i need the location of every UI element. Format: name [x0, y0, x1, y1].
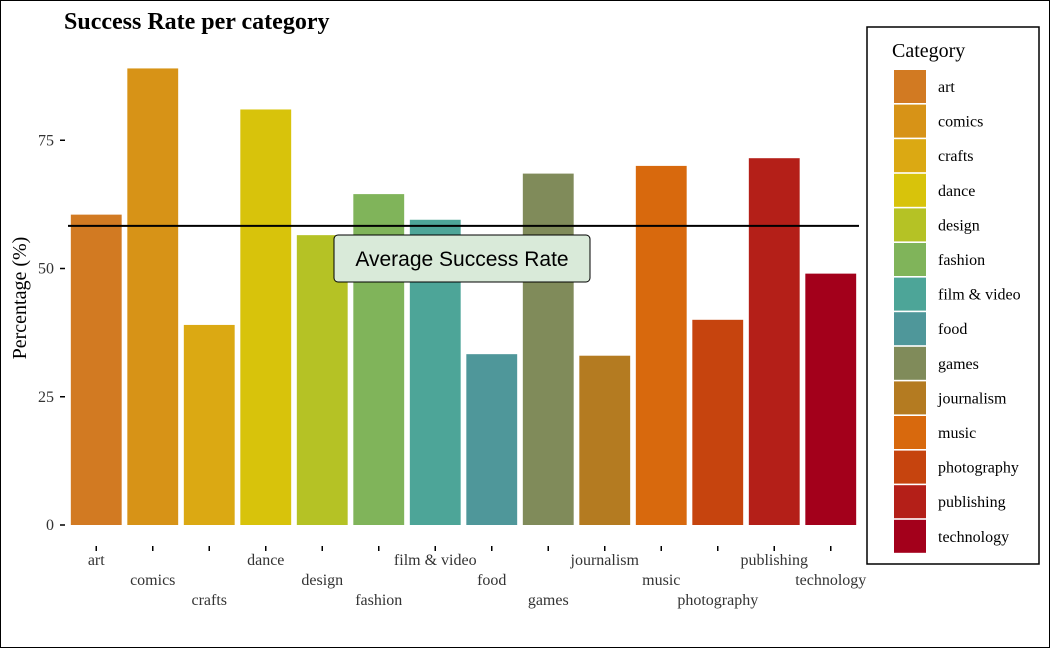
x-tick-label: dance	[247, 552, 284, 569]
bar-design	[296, 235, 348, 525]
bar-food	[466, 354, 518, 525]
y-axis: 0 25 50 75	[38, 132, 65, 534]
legend-swatch	[894, 139, 926, 173]
legend-label: dance	[938, 183, 975, 200]
legend-swatch	[894, 312, 926, 346]
y-tick-label: 25	[38, 389, 54, 406]
legend-swatch	[894, 173, 926, 207]
bar-photography	[692, 319, 744, 525]
bar-technology	[805, 273, 857, 525]
y-tick-label: 50	[38, 261, 54, 278]
x-tick-label: film & video	[394, 552, 477, 569]
legend-label: photography	[938, 460, 1019, 477]
x-tick-label: food	[477, 572, 506, 589]
y-tick-label: 0	[46, 517, 54, 534]
x-tick-label: photography	[677, 592, 758, 609]
bars	[70, 68, 857, 526]
average-label-box	[333, 234, 591, 283]
legend-label: publishing	[938, 494, 1006, 511]
bar-dance	[240, 109, 292, 525]
legend-swatch	[894, 346, 926, 380]
average-label: Average Success Rate	[355, 248, 568, 271]
legend-swatch	[894, 208, 926, 242]
x-tick-label: technology	[795, 572, 866, 589]
x-tick-label: crafts	[191, 592, 227, 609]
legend-title: Category	[892, 40, 965, 62]
x-tick-label: design	[301, 572, 343, 589]
legend-label: design	[938, 217, 980, 234]
legend-label: fashion	[938, 252, 985, 269]
legend-label: film & video	[938, 287, 1021, 304]
x-tick-label: games	[528, 592, 569, 609]
chart-title: Success Rate per category	[64, 9, 329, 35]
x-tick-label: comics	[130, 572, 175, 589]
x-tick-label: publishing	[740, 552, 808, 569]
legend-label: comics	[938, 114, 983, 131]
x-axis: art comics crafts dance design fashion film & …	[88, 546, 866, 609]
legend-swatch	[894, 416, 926, 449]
x-tick-label: art	[88, 552, 105, 569]
bar-comics	[127, 68, 179, 526]
bar-publishing	[748, 158, 800, 525]
legend-label: art	[938, 79, 955, 96]
x-tick-label: music	[642, 572, 680, 589]
y-tick-label: 75	[38, 132, 54, 149]
bar-music	[635, 165, 687, 525]
legend-swatch	[894, 70, 926, 103]
bar-art	[70, 214, 122, 525]
y-axis-label: Percentage (%)	[9, 237, 31, 360]
legend-swatch	[894, 485, 926, 519]
x-tick-label: journalism	[570, 552, 640, 569]
legend-swatch	[894, 104, 926, 138]
legend-label: music	[938, 425, 976, 442]
legend-label: crafts	[938, 148, 974, 165]
legend-swatch	[894, 381, 926, 415]
legend-swatch	[894, 450, 926, 484]
legend-label: games	[938, 356, 979, 373]
legend-swatch	[894, 243, 926, 276]
x-tick-label: fashion	[355, 592, 402, 609]
bar-journalism	[579, 355, 631, 525]
legend-label: technology	[938, 529, 1009, 546]
bar-crafts	[183, 324, 235, 525]
bar-games	[522, 173, 574, 525]
legend-swatch	[894, 519, 926, 553]
legend: Category art comics crafts dance design fashi…	[866, 26, 1040, 565]
reference-layer: Average Success Rate	[68, 224, 859, 283]
legend-swatch	[894, 277, 926, 311]
legend-label: journalism	[937, 390, 1007, 407]
legend-label: food	[938, 321, 967, 338]
